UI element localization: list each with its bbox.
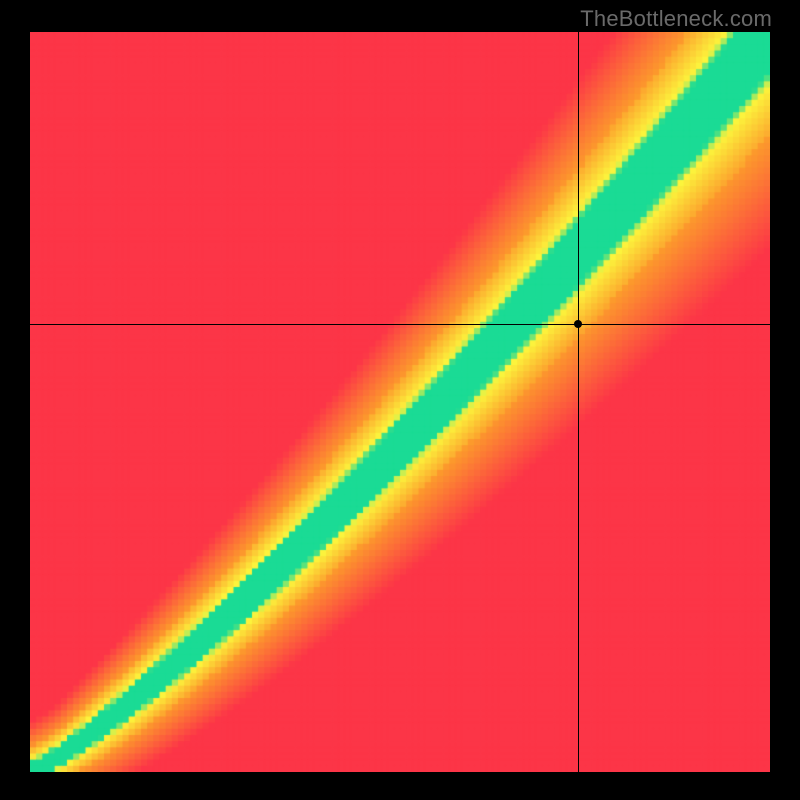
chart-container: TheBottleneck.com [0, 0, 800, 800]
crosshair-horizontal [30, 324, 770, 325]
crosshair-vertical [578, 32, 579, 772]
heatmap-canvas [30, 32, 770, 772]
heatmap-plot [30, 32, 770, 772]
crosshair-dot [574, 320, 582, 328]
watermark-text: TheBottleneck.com [580, 6, 772, 32]
